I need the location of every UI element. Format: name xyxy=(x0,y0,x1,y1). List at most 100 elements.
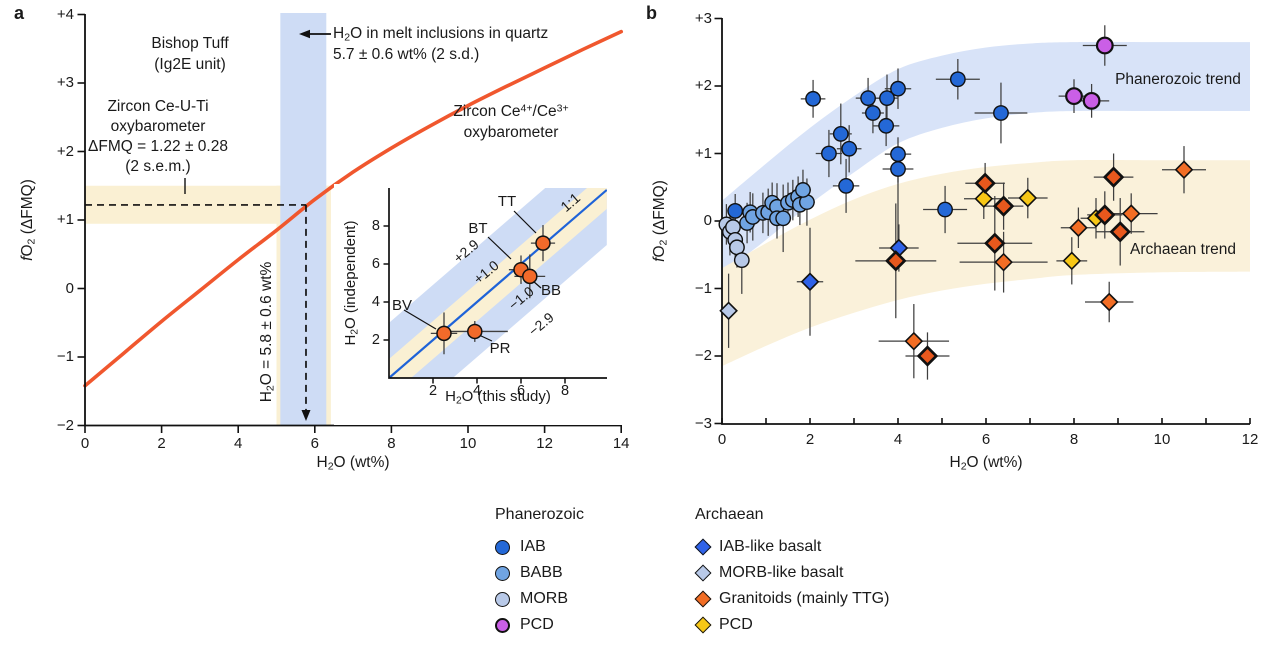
data-point-iab xyxy=(805,90,821,107)
phanerozoic-trend-label: Phanerozoic trend xyxy=(1115,71,1241,88)
data-point-granitoid xyxy=(904,331,924,351)
panel-b-x-tick-label: 6 xyxy=(981,431,991,448)
inset-data-point-bb xyxy=(522,268,538,285)
data-point-granitoid xyxy=(984,232,1006,254)
ce4-ce3-line1: Zircon Ce4+/Ce3+ xyxy=(453,102,569,120)
melt-inclusion-line1: H2O in melt inclusions in quartz xyxy=(333,25,549,44)
data-point-granitoid xyxy=(1174,160,1194,180)
inset-data-point-pr xyxy=(467,323,483,340)
legend-item-iab: IAB xyxy=(495,534,584,560)
diamond-marker-icon xyxy=(694,616,712,634)
legend-item-label: Granitoids (mainly TTG) xyxy=(719,590,890,607)
data-point-iab xyxy=(949,71,966,88)
diamond-marker-icon xyxy=(694,590,712,608)
panel-b-x-tick-label: 4 xyxy=(893,431,903,448)
inset-x-tick-label: 8 xyxy=(560,382,570,399)
panel-a-x-tick-label: 8 xyxy=(387,435,396,452)
data-point-pcd_circle xyxy=(1065,87,1083,106)
legend-item-label: PCD xyxy=(719,616,753,633)
legend-items-archaean: IAB-like basalt MORB-like basalt Granitoid… xyxy=(694,534,890,638)
data-point-morb xyxy=(725,219,741,235)
inset-y-tick-label: 8 xyxy=(371,218,380,234)
data-point-iab xyxy=(878,117,895,134)
panel-b-y-tick-label: 0 xyxy=(703,212,712,229)
legend-item-label: PCD xyxy=(520,616,554,633)
inset-y-tick-label: 2 xyxy=(371,332,380,348)
melt-inclusion-line2: 5.7 ± 0.6 wt% (2 s.d.) xyxy=(333,46,480,63)
inset-point-label-bv: BV xyxy=(391,297,412,314)
inset-label-leader xyxy=(478,334,493,342)
panel-b-y-tick-label: +1 xyxy=(694,144,712,162)
panel-a-y-axis-label: fO2 (ΔFMQ) xyxy=(19,179,38,261)
panel-a-y-tick-label: +2 xyxy=(56,142,74,160)
panel-a-y-tick-label: −1 xyxy=(56,348,74,365)
data-point-iab xyxy=(890,146,906,163)
trend-band-phanerozoic xyxy=(722,42,1250,274)
data-point-pcd_diamond xyxy=(1018,188,1038,208)
data-point-iab_diamond xyxy=(800,272,820,292)
inset-label-leader xyxy=(513,210,537,234)
diamond-marker-icon xyxy=(694,538,712,556)
panel-a-x-tick-label: 10 xyxy=(459,435,477,452)
data-point-granitoid xyxy=(1094,204,1116,226)
panel-a-x-tick-label: 12 xyxy=(536,435,553,452)
inset-point-label-bb: BB xyxy=(540,282,561,299)
left-arrowhead xyxy=(299,29,310,39)
data-point-iab xyxy=(937,201,953,218)
data-point-granitoid xyxy=(1102,166,1125,188)
data-point-granitoid xyxy=(974,172,996,194)
legend-item-pcd: PCD xyxy=(694,612,889,638)
data-point-granitoid xyxy=(994,252,1013,272)
data-point-pcd_diamond xyxy=(1062,251,1082,271)
inset-x-tick-label: 6 xyxy=(516,382,526,399)
panel-b-y-tick-label: +2 xyxy=(694,77,712,94)
data-point-iab xyxy=(993,105,1009,121)
legend-items-phanerozoic: IAB BABB MORB PCD xyxy=(495,534,584,638)
data-point-iab xyxy=(821,145,837,162)
panel-a-y-tick-label: +1 xyxy=(56,211,74,228)
data-point-iab xyxy=(832,126,849,142)
data-point-iab xyxy=(727,202,744,219)
legend-item-granitoids-mainly-ttg-: Granitoids (mainly TTG) xyxy=(694,586,890,612)
data-point-babb xyxy=(795,182,811,198)
h2o-vertical-label: H2O = 5.8 ± 0.6 wt% xyxy=(258,261,277,403)
data-point-iab xyxy=(890,161,906,177)
inset-data-point-tt xyxy=(535,235,551,251)
inset-axes xyxy=(388,188,607,379)
inset-y-tick-label: 4 xyxy=(371,294,380,310)
ce-u-ti-line4: (2 s.e.m.) xyxy=(125,158,191,175)
panel-a-y-tick-label: +3 xyxy=(56,74,74,91)
panel-a-x-tick-label: 6 xyxy=(310,435,319,452)
panel-a-y-tick-label: −2 xyxy=(56,416,74,434)
data-point-morb_diamond xyxy=(719,301,738,321)
ce-u-ti-line2: oxybarometer xyxy=(110,118,206,135)
legend-item-label: IAB-like basalt xyxy=(719,538,822,555)
data-point-babb xyxy=(775,210,792,227)
data-point-iab xyxy=(879,90,895,107)
legend-item-babb: BABB xyxy=(495,560,584,586)
down-arrowhead xyxy=(301,410,311,421)
legend-header-archaean: Archaean xyxy=(695,506,764,523)
legend-header-phanerozoic: Phanerozoic xyxy=(495,506,584,523)
circle-marker-icon xyxy=(495,617,510,633)
legend-item-iab-like-basalt: IAB-like basalt xyxy=(694,534,889,560)
inset-point-label-bt: BT xyxy=(468,220,488,237)
panel-b-x-axis-label: H2O (wt%) xyxy=(949,454,1023,473)
inset-point-label-tt: TT xyxy=(497,193,517,210)
data-point-granitoid xyxy=(885,250,907,272)
legend-column-archaean: Archaean IAB-like basalt MORB-like basalt… xyxy=(694,506,890,638)
bishop-tuff-label: Bishop Tuff xyxy=(151,35,229,52)
ce-u-ti-line1: Zircon Ce-U-Ti xyxy=(107,98,209,115)
panel-b-x-tick-label: 8 xyxy=(1069,431,1079,448)
inset-point-label-pr: PR xyxy=(489,340,511,357)
legend-item-pcd: PCD xyxy=(495,612,584,638)
panel-b-x-tick-label: 12 xyxy=(1241,431,1259,448)
panel-b-y-tick-label: −1 xyxy=(694,279,712,297)
legend-item-label: MORB xyxy=(520,590,568,607)
data-point-pcd_circle xyxy=(1095,36,1114,55)
data-point-iab xyxy=(841,140,858,157)
panel-b-y-tick-label: +3 xyxy=(694,9,712,27)
legend-item-label: MORB-like basalt xyxy=(719,564,844,581)
